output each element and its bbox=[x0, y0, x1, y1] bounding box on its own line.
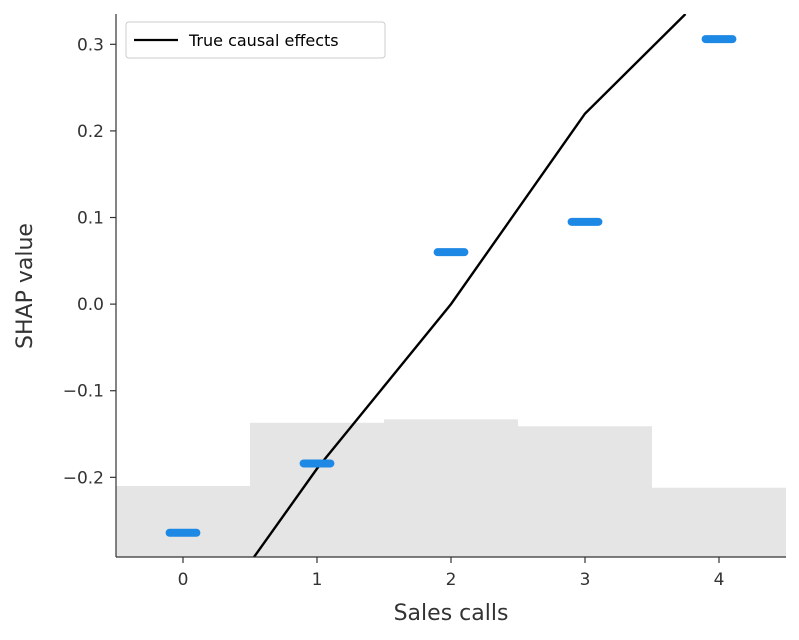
y-tick-label-0: −0.2 bbox=[63, 468, 104, 488]
ticks: 0 1 2 3 4 −0.2 −0.1 0.0 0.1 0.2 0.3 bbox=[63, 35, 725, 590]
legend: True causal effects bbox=[125, 21, 386, 59]
true-causal-effects-line bbox=[253, 14, 687, 557]
y-tick-label-4: 0.2 bbox=[77, 122, 104, 142]
y-tick-label-1: −0.1 bbox=[63, 382, 104, 402]
x-tick-label-2: 2 bbox=[446, 570, 457, 590]
x-tick-label-0: 0 bbox=[178, 570, 189, 590]
y-tick-label-5: 0.3 bbox=[77, 35, 104, 55]
legend-entry-true-causal-effects: True causal effects bbox=[188, 31, 339, 50]
histogram-layer bbox=[116, 419, 786, 557]
y-axis-label: SHAP value bbox=[13, 223, 38, 349]
legend-box bbox=[125, 21, 386, 59]
x-tick-label-4: 4 bbox=[714, 570, 725, 590]
histogram-bar-2 bbox=[384, 419, 518, 557]
causal-effect-line-layer bbox=[253, 14, 687, 557]
y-tick-label-2: 0.0 bbox=[77, 295, 104, 315]
shap-scatter-layer bbox=[165, 35, 737, 537]
histogram-bar-0 bbox=[116, 485, 250, 557]
y-tick-label-3: 0.1 bbox=[77, 209, 104, 229]
x-axis-label: Sales calls bbox=[394, 601, 509, 626]
x-tick-label-3: 3 bbox=[580, 570, 591, 590]
x-tick-label-1: 1 bbox=[312, 570, 323, 590]
histogram-bar-3 bbox=[518, 426, 652, 557]
histogram-bar-4 bbox=[652, 487, 786, 557]
histogram-bar-1 bbox=[250, 422, 384, 557]
